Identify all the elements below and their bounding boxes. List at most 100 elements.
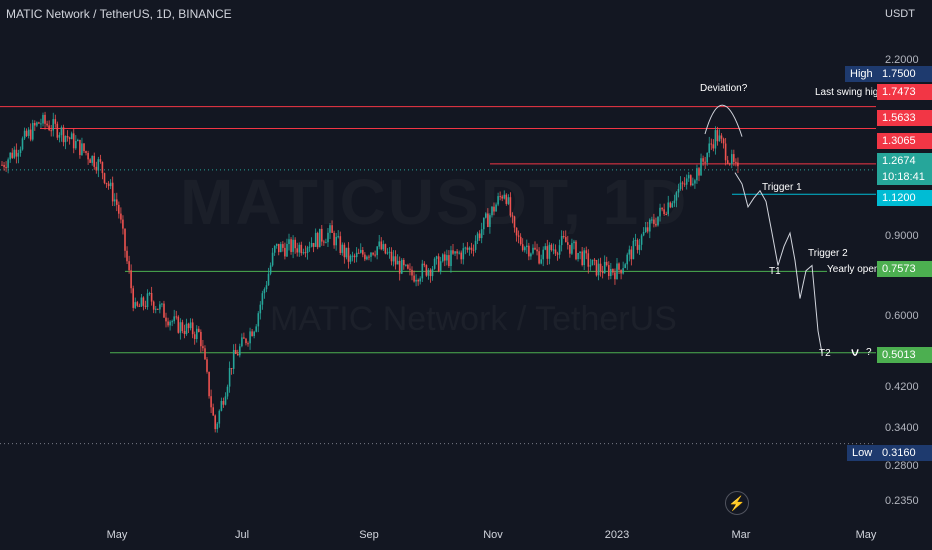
candle-body (589, 265, 592, 267)
candle-body (583, 250, 585, 265)
candle-body (300, 244, 303, 254)
candle-body (503, 194, 506, 199)
candle-body (651, 219, 653, 221)
candle-body (198, 328, 200, 332)
candle-body (177, 316, 180, 333)
candle-body (163, 303, 165, 318)
candle-body (536, 249, 538, 252)
candle-body (1, 164, 3, 166)
candle-body (487, 213, 489, 227)
candle-body (319, 228, 321, 248)
candle-body (366, 256, 368, 260)
candle-body (470, 247, 473, 250)
candle-body (657, 216, 659, 226)
candle-body (34, 123, 36, 126)
candle-body (298, 244, 301, 253)
candle-body (425, 265, 428, 276)
candle-body (685, 178, 688, 185)
candle-body (161, 303, 163, 305)
candle-body (187, 323, 190, 329)
candle-body (155, 308, 157, 310)
candle-body (286, 244, 288, 257)
candle-body (202, 346, 204, 349)
candle-body (398, 260, 401, 274)
candle-body (150, 293, 153, 302)
candle-body (107, 183, 110, 187)
candle-body (52, 119, 54, 131)
candle-body (597, 263, 600, 276)
candle-body (560, 236, 563, 246)
candle-body (44, 114, 46, 124)
candle-body (247, 343, 249, 345)
candle-body (64, 136, 67, 143)
candle-body (263, 289, 266, 294)
candle-body (452, 250, 454, 254)
candle-body (653, 219, 655, 224)
candle-body (616, 263, 618, 280)
candle-body (325, 242, 327, 244)
candle-body (116, 199, 118, 205)
candle-body (394, 256, 397, 265)
candle-body (11, 152, 13, 158)
y-tick-label: 0.2350 (885, 494, 919, 507)
candle-body (708, 143, 710, 153)
candle-body (310, 243, 313, 247)
candle-body (62, 127, 65, 143)
candle-body (120, 213, 122, 220)
t1-annotation: T1 (769, 266, 781, 277)
candle-body (370, 252, 372, 257)
candle-body (175, 316, 178, 318)
deviation-annotation: Deviation? (700, 83, 748, 94)
candle-body (673, 200, 676, 204)
candle-body (552, 249, 555, 251)
candle-body (38, 122, 40, 124)
candle-body (60, 127, 63, 136)
candle-body (417, 279, 419, 282)
candle-body (669, 202, 672, 208)
resistance-2-tag: 1.5633 (877, 110, 932, 126)
candle-body (165, 317, 167, 322)
candle-body (435, 256, 438, 259)
candle-body (253, 331, 255, 336)
candle-body (97, 159, 100, 171)
candle-body (226, 386, 229, 397)
candle-body (507, 197, 510, 204)
candle-body (237, 354, 239, 356)
candle-body (81, 143, 83, 155)
candle-body (255, 326, 257, 332)
candle-body (56, 123, 59, 138)
candle-body (349, 255, 352, 262)
candle-body (655, 223, 657, 226)
candle-body (220, 401, 223, 411)
candle-body (573, 241, 575, 244)
projection-path (704, 104, 859, 356)
candle-body (722, 138, 725, 144)
candle-body (415, 279, 417, 282)
candle-body (68, 137, 71, 139)
candle-body (497, 196, 499, 205)
chart-title: MATIC Network / TetherUS, 1D, BINANCE (6, 7, 232, 21)
candle-body (36, 122, 38, 126)
candle-body (99, 159, 102, 162)
candle-body (480, 229, 483, 239)
candle-body (446, 255, 448, 261)
candle-body (593, 259, 596, 261)
candle-body (93, 155, 95, 167)
candle-body (360, 250, 362, 253)
candle-body (128, 261, 130, 271)
candle-body (23, 130, 26, 139)
trigger1-annotation: Trigger 1 (762, 182, 802, 193)
candle-body (19, 149, 22, 153)
lightning-icon[interactable]: ⚡ (725, 491, 749, 515)
candle-body (726, 160, 729, 164)
candle-body (413, 275, 415, 282)
candle-body (210, 396, 212, 408)
candle-body (378, 241, 380, 247)
yearly-open-label: Yearly open (827, 264, 880, 275)
x-tick-label: Mar (731, 529, 751, 541)
candle-body (77, 139, 79, 142)
candle-body (595, 260, 598, 276)
candle-body (17, 153, 20, 157)
candle-body (526, 245, 528, 248)
